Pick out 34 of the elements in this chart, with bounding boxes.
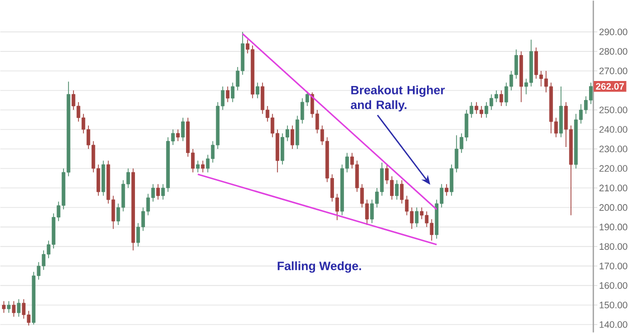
candlestick [12,300,16,318]
candlestick [16,298,21,318]
candlestick [290,125,294,150]
candlestick [414,207,419,228]
y-tick-label: 200.00 [599,204,628,211]
candlestick [500,90,504,106]
y-tick-label: 250.00 [599,106,628,114]
y-tick-label: 190.00 [600,224,628,230]
y-tick-label: 140.00 [600,321,628,328]
annotation: Falling Wedge. [278,261,362,273]
candlestick [196,160,200,173]
candlestick [156,184,160,200]
y-tick-label: 210.00 [599,184,628,192]
candlestick [2,300,6,314]
candlestick [395,180,399,200]
candlestick [444,184,448,196]
y-tick-label: 230.00 [599,146,628,152]
candlestick [181,117,185,142]
y-tick-label: 270.00 [599,68,628,74]
y-tick-label: 150.00 [600,302,628,308]
y-tick-label: 160.00 [600,282,628,289]
y-tick-label: 170.00 [600,262,628,270]
annotation: 262.07 [596,83,624,90]
y-tick-label: 280.00 [599,48,628,55]
y-tick-label: 220.00 [599,165,628,172]
y-tick-label: 240.00 [599,126,628,133]
candlestick [226,86,230,103]
candlestick [176,129,180,142]
annotation: Breakout Higher and Rally. [350,86,445,112]
candlestick [7,300,11,314]
candlestick [256,82,260,99]
y-tick-label: 290.00 [599,28,628,36]
y-tick-label: 180.00 [600,243,628,250]
candlestick [201,160,205,173]
